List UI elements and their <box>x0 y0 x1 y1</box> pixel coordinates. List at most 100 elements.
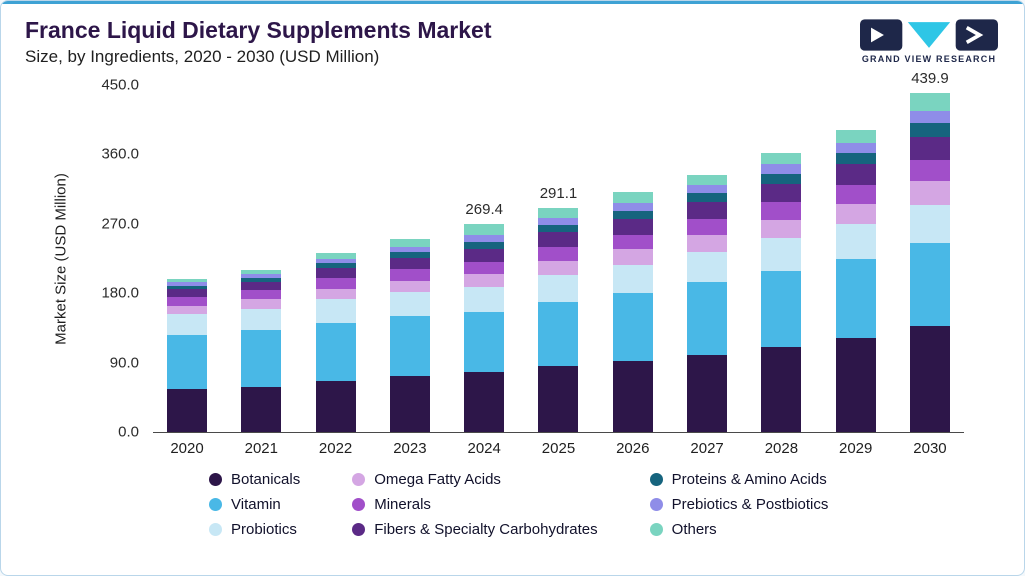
bar-2029 <box>835 85 876 432</box>
bar-2028 <box>761 85 802 432</box>
legend-item-probiotics: Probiotics <box>209 521 300 538</box>
fibers-specialty-carbohydrates-segment <box>167 289 207 298</box>
botanicals-segment <box>909 326 950 432</box>
botanicals-segment <box>612 361 653 432</box>
vitamin-segment <box>612 293 653 362</box>
prebiotics-postbiotics-segment <box>389 246 430 253</box>
others-segment <box>315 253 356 259</box>
others-segment <box>538 207 579 218</box>
probiotics-segment <box>167 314 207 335</box>
legend-dot <box>352 523 366 536</box>
proteins-amino-acids-segment <box>389 252 430 258</box>
legend-label: Proteins & Amino Acids <box>671 471 827 488</box>
proteins-amino-acids-segment <box>167 285 207 290</box>
others-segment <box>761 152 802 165</box>
stacked-bar-chart: Market Size (USD Million) 0.0 90.0 180.0 27… <box>1 70 1024 538</box>
vitamin-segment <box>315 322 356 382</box>
x-tick-label: 2021 <box>244 440 278 457</box>
prebiotics-postbiotics-segment <box>909 111 950 123</box>
proteins-amino-acids-segment <box>835 152 876 165</box>
minerals-segment <box>241 290 282 300</box>
others-segment <box>241 270 282 274</box>
vitamin-segment <box>909 243 950 327</box>
x-tick-label: 2022 <box>318 440 353 457</box>
botanicals-segment <box>464 371 505 432</box>
legend-label: Minerals <box>374 496 431 513</box>
proteins-amino-acids-segment <box>538 224 579 233</box>
legend-dot <box>209 523 222 536</box>
bars-row: 269.4 291.1 439.9 <box>153 70 964 432</box>
y-tick-label: 270.0 <box>101 215 139 233</box>
minerals-segment <box>612 234 653 250</box>
probiotics-segment <box>464 287 505 312</box>
others-segment <box>167 279 207 283</box>
minerals-segment <box>761 202 802 220</box>
prebiotics-postbiotics-segment <box>761 164 802 174</box>
others-segment <box>389 239 430 247</box>
minerals-segment <box>909 159 950 182</box>
legend-item-botanicals: Botanicals <box>209 471 300 488</box>
legend-item-vitamin: Vitamin <box>209 496 300 513</box>
omega-fatty-acids-segment <box>167 305 207 315</box>
plot-area: 0.0 90.0 180.0 270.0 360.0 450.0 269.4 291.1 439… <box>101 70 964 441</box>
legend-label: Vitamin <box>231 496 281 513</box>
legend-item-proteins-amino-acids: Proteins & Amino Acids <box>649 471 829 488</box>
prebiotics-postbiotics-segment <box>315 258 356 264</box>
botanicals-segment <box>167 388 207 432</box>
x-tick-label: 2025 <box>541 440 576 457</box>
prebiotics-postbiotics-segment <box>612 203 653 211</box>
fibers-specialty-carbohydrates-segment <box>538 232 579 247</box>
probiotics-segment <box>538 275 579 303</box>
botanicals-segment <box>835 337 876 432</box>
legend-item-others: Others <box>649 521 829 538</box>
logo-text: GRAND VIEW RESEARCH <box>861 54 997 64</box>
chart-legend: Botanicals Omega Fatty Acids Proteins & Am… <box>209 471 964 538</box>
botanicals-segment <box>687 354 728 432</box>
fibers-specialty-carbohydrates-segment <box>761 183 802 203</box>
x-tick-label: 2026 <box>616 440 650 457</box>
legend-dot <box>352 498 366 511</box>
omega-fatty-acids-segment <box>241 299 282 309</box>
botanicals-segment <box>761 347 802 432</box>
fibers-specialty-carbohydrates-segment <box>687 202 728 220</box>
others-segment <box>464 224 505 236</box>
fibers-specialty-carbohydrates-segment <box>315 267 356 278</box>
legend-label: Fibers & Specialty Carbohydrates <box>374 521 598 538</box>
vitamin-segment <box>389 316 430 377</box>
legend-item-omega-fatty-acids: Omega Fatty Acids <box>352 471 597 488</box>
vitamin-segment <box>241 330 282 387</box>
vitamin-segment <box>464 311 505 372</box>
probiotics-segment <box>835 223 876 259</box>
fibers-specialty-carbohydrates-segment <box>835 164 876 185</box>
vitamin-segment <box>761 270 802 348</box>
vitamin-segment <box>167 334 207 389</box>
minerals-segment <box>687 219 728 236</box>
probiotics-segment <box>241 308 282 331</box>
legend-item-fibers-specialty-carbohydrates: Fibers & Specialty Carbohydrates <box>352 521 598 538</box>
bar-value-label: 291.1 <box>539 184 578 202</box>
legend-item-minerals: Minerals <box>352 496 597 513</box>
page-title: France Liquid Dietary Supplements Market <box>25 17 492 43</box>
minerals-segment <box>167 297 207 306</box>
omega-fatty-acids-segment <box>464 273 505 288</box>
probiotics-segment <box>389 292 430 317</box>
x-tick-label: 2028 <box>764 440 799 457</box>
proteins-amino-acids-segment <box>315 263 356 268</box>
x-tick-label: 2027 <box>690 440 724 457</box>
bar-2023 <box>389 85 430 432</box>
legend-item-prebiotics-postbiotics: Prebiotics & Postbiotics <box>649 496 829 513</box>
legend-dot <box>352 473 366 486</box>
legend-dot <box>649 473 663 486</box>
botanicals-segment <box>241 386 282 432</box>
omega-fatty-acids-segment <box>761 219 802 239</box>
top-accent-bar <box>1 1 1024 4</box>
page-subtitle: Size, by Ingredients, 2020 - 2030 (USD M… <box>25 47 380 66</box>
minerals-segment <box>389 269 430 281</box>
prebiotics-postbiotics-segment <box>687 184 728 193</box>
x-tick-label: 2030 <box>913 440 947 457</box>
legend-label: Prebiotics & Postbiotics <box>671 496 829 513</box>
omega-fatty-acids-segment <box>687 235 728 253</box>
proteins-amino-acids-segment <box>241 277 282 282</box>
legend-dot <box>209 473 222 486</box>
